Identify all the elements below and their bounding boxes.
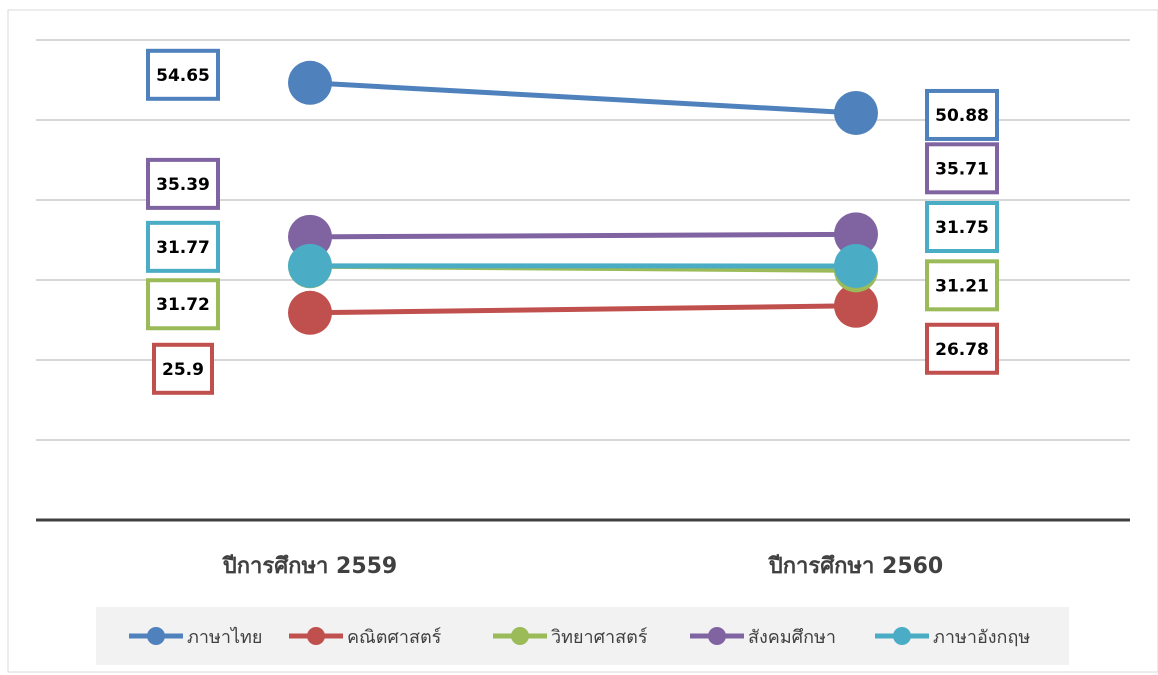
series-line: [309, 231, 857, 240]
series-line: [309, 80, 857, 116]
legend-item: ภาษาอังกฤษ: [875, 627, 1030, 648]
legend-item: วิทยาศาสตร์: [493, 627, 648, 648]
data-point: [288, 60, 332, 105]
data-point: [834, 212, 878, 257]
series-markers: [288, 60, 878, 335]
legend-marker: [893, 627, 911, 645]
data-label-box: [925, 88, 999, 141]
data-label: 54.65: [146, 48, 220, 101]
data-label-text: 35.71: [935, 159, 989, 179]
data-label-text: 54.65: [156, 66, 210, 86]
data-label-box: [146, 220, 220, 273]
x-tick-label: ปีการศึกษา 2560: [768, 554, 944, 579]
data-label-box: [925, 142, 999, 195]
data-point: [834, 90, 878, 135]
data-label-text: 31.21: [935, 276, 989, 296]
data-point: [834, 283, 878, 328]
legend-item: คณิตศาสตร์: [289, 627, 442, 648]
data-label-box: [146, 157, 220, 210]
legend: ภาษาไทย คณิตศาสตร์ วิทยาศาสตร์ สังคมศึกษา ภา…: [96, 607, 1069, 665]
data-label-text: 26.78: [935, 340, 989, 360]
data-label: 31.77: [146, 220, 220, 273]
data-label-text: 35.39: [156, 175, 210, 195]
data-label-box: [146, 278, 220, 331]
data-label: 35.71: [925, 142, 999, 195]
data-label: 25.9: [152, 342, 214, 395]
x-tick-label: ปีการศึกษา 2559: [222, 554, 398, 579]
legend-label: ภาษาไทย: [187, 626, 262, 648]
legend-marker: [708, 627, 726, 645]
data-label-box: [152, 342, 214, 395]
data-label: 35.39: [146, 157, 220, 210]
data-label-text: 31.77: [156, 238, 210, 258]
data-label-text: 25.9: [162, 360, 204, 380]
legend-label: วิทยาศาสตร์: [551, 627, 648, 648]
data-label-text: 31.72: [156, 295, 210, 315]
data-label: 31.21: [925, 259, 999, 312]
data-label: 31.72: [146, 278, 220, 331]
series-line: [309, 303, 857, 316]
data-label-text: 31.75: [935, 218, 989, 238]
legend-marker: [147, 627, 165, 645]
legend-item: ภาษาไทย: [129, 626, 262, 648]
legend-label: ภาษาอังกฤษ: [933, 627, 1030, 648]
legend-marker: [511, 627, 529, 645]
data-point: [288, 243, 332, 288]
legend-label: คณิตศาสตร์: [347, 627, 442, 648]
legend-marker: [307, 627, 325, 645]
chart-frame: [7, 9, 1158, 673]
data-point: [288, 290, 332, 335]
data-label-box: [925, 322, 999, 375]
data-label: 31.75: [925, 201, 999, 253]
data-label-box: [925, 201, 999, 253]
data-labels: 54.65 50.88 25.9 26.78 31.72 31.21 35.39 35.71 3…: [146, 48, 999, 395]
data-point: [834, 244, 878, 288]
data-label-text: 50.88: [935, 106, 989, 126]
data-label: 50.88: [925, 88, 999, 141]
legend-item: สังคมศึกษา: [690, 627, 836, 648]
data-label-box: [146, 48, 220, 101]
data-label-box: [925, 259, 999, 312]
data-label: 26.78: [925, 322, 999, 375]
legend-label: สังคมศึกษา: [748, 627, 836, 648]
series-lines: [309, 80, 857, 316]
